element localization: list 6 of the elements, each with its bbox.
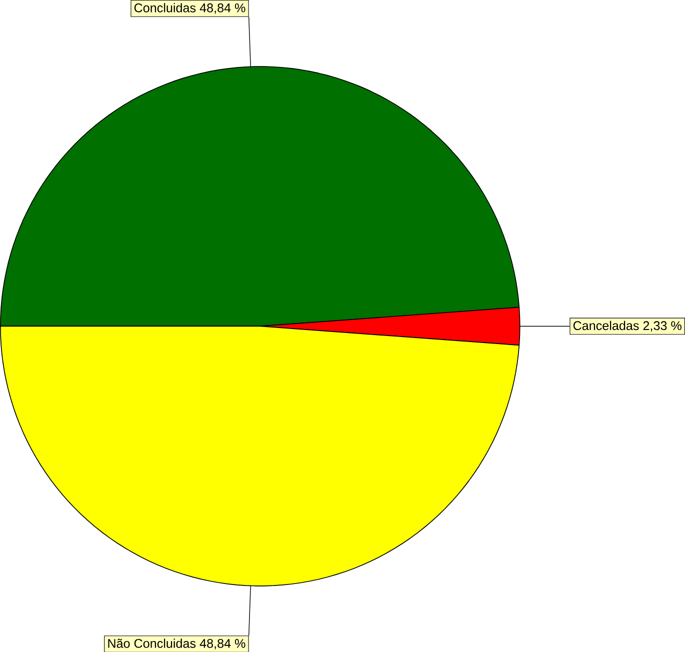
slice-label: Canceladas — [573, 320, 639, 330]
data-label: 48,84 % — [200, 3, 246, 14]
data-label: 2,33 % — [643, 320, 682, 332]
slice-label: Concluidas — [134, 2, 196, 12]
slice-label: Não Concluidas — [108, 638, 196, 648]
data-label: 48,84 % — [200, 638, 246, 650]
